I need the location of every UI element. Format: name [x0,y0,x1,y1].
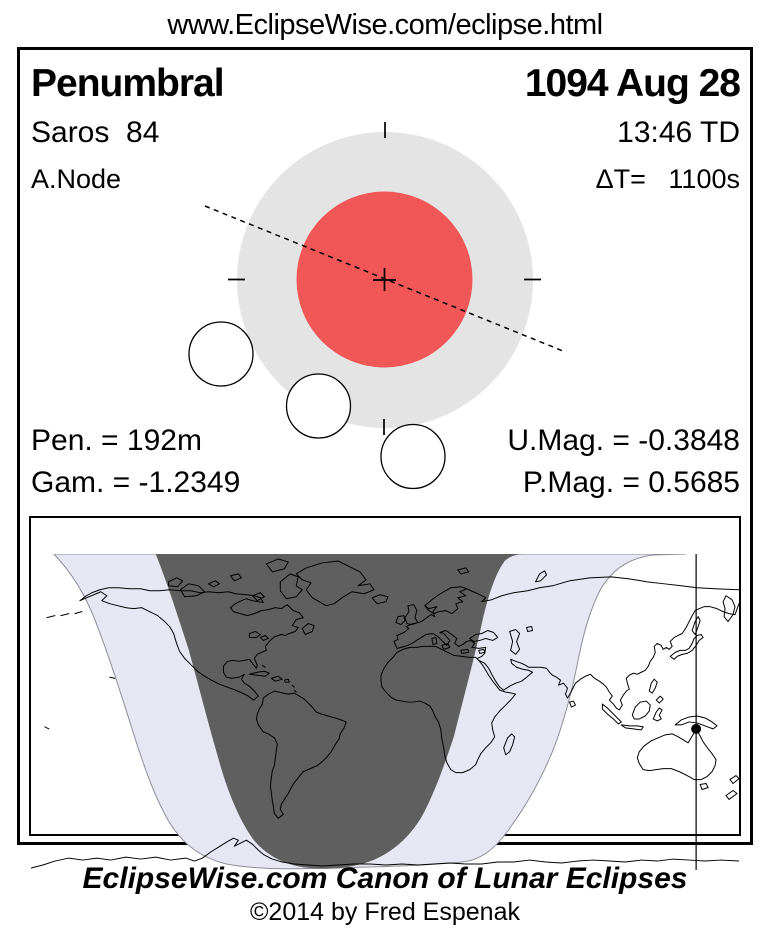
pacific-islets [44,611,116,730]
sri-lanka [568,700,576,708]
iceland [371,594,389,605]
scandinavia [424,586,468,615]
arctic-russia-coast [466,576,739,603]
black-sea [469,630,499,642]
umbral-magnitude-label: U.Mag. = -0.3848 [507,424,740,457]
node-label: A.Node [31,164,122,194]
sakhalin [691,616,701,635]
mediterranean-islands [431,636,486,654]
new-zealand [725,775,739,800]
copyright-line: ©2014 by Fred Espenak [250,898,520,926]
north-america [79,587,304,701]
asia-south-coast [478,603,739,711]
caspian-sea [509,626,534,655]
visibility-map [31,554,739,870]
antarctica-coast [31,837,739,869]
indonesia [601,700,663,731]
visibility-map-frame [29,516,741,870]
africa [380,645,517,774]
full-visibility-region [155,554,527,869]
australia [636,730,717,791]
new-guinea [674,715,718,730]
moon-zenith-dot [691,723,702,734]
madagascar [503,733,516,756]
eclipse-type-label: Penumbral [31,62,225,105]
eclipse-date-label: 1094 Aug 28 [524,62,741,105]
penumbral-duration-label: Pen. = 192m [31,424,202,457]
delta-t-label: ΔT= 1100s [595,164,740,194]
japan [669,633,704,660]
greatest-eclipse-time-label: 13:46 TD [617,116,740,149]
caribbean-islands [248,664,297,693]
south-america [255,690,347,819]
canon-title: EclipseWise.com Canon of Lunar Eclipses [82,862,688,895]
greenland [295,560,375,607]
philippines [648,678,664,704]
mediterranean-coast [396,630,487,659]
coastlines [31,558,739,869]
gamma-label: Gam. = -1.2349 [31,466,241,499]
penumbral-magnitude-label: P.Mag. = 0.5685 [522,466,740,499]
site-url: www.EclipseWise.com/eclipse.html [167,9,603,41]
saros-label: Saros 84 [31,116,160,149]
europe-atlantic-coast [393,605,438,649]
kamchatka [722,595,736,623]
newfoundland-and-lakes [248,623,315,641]
